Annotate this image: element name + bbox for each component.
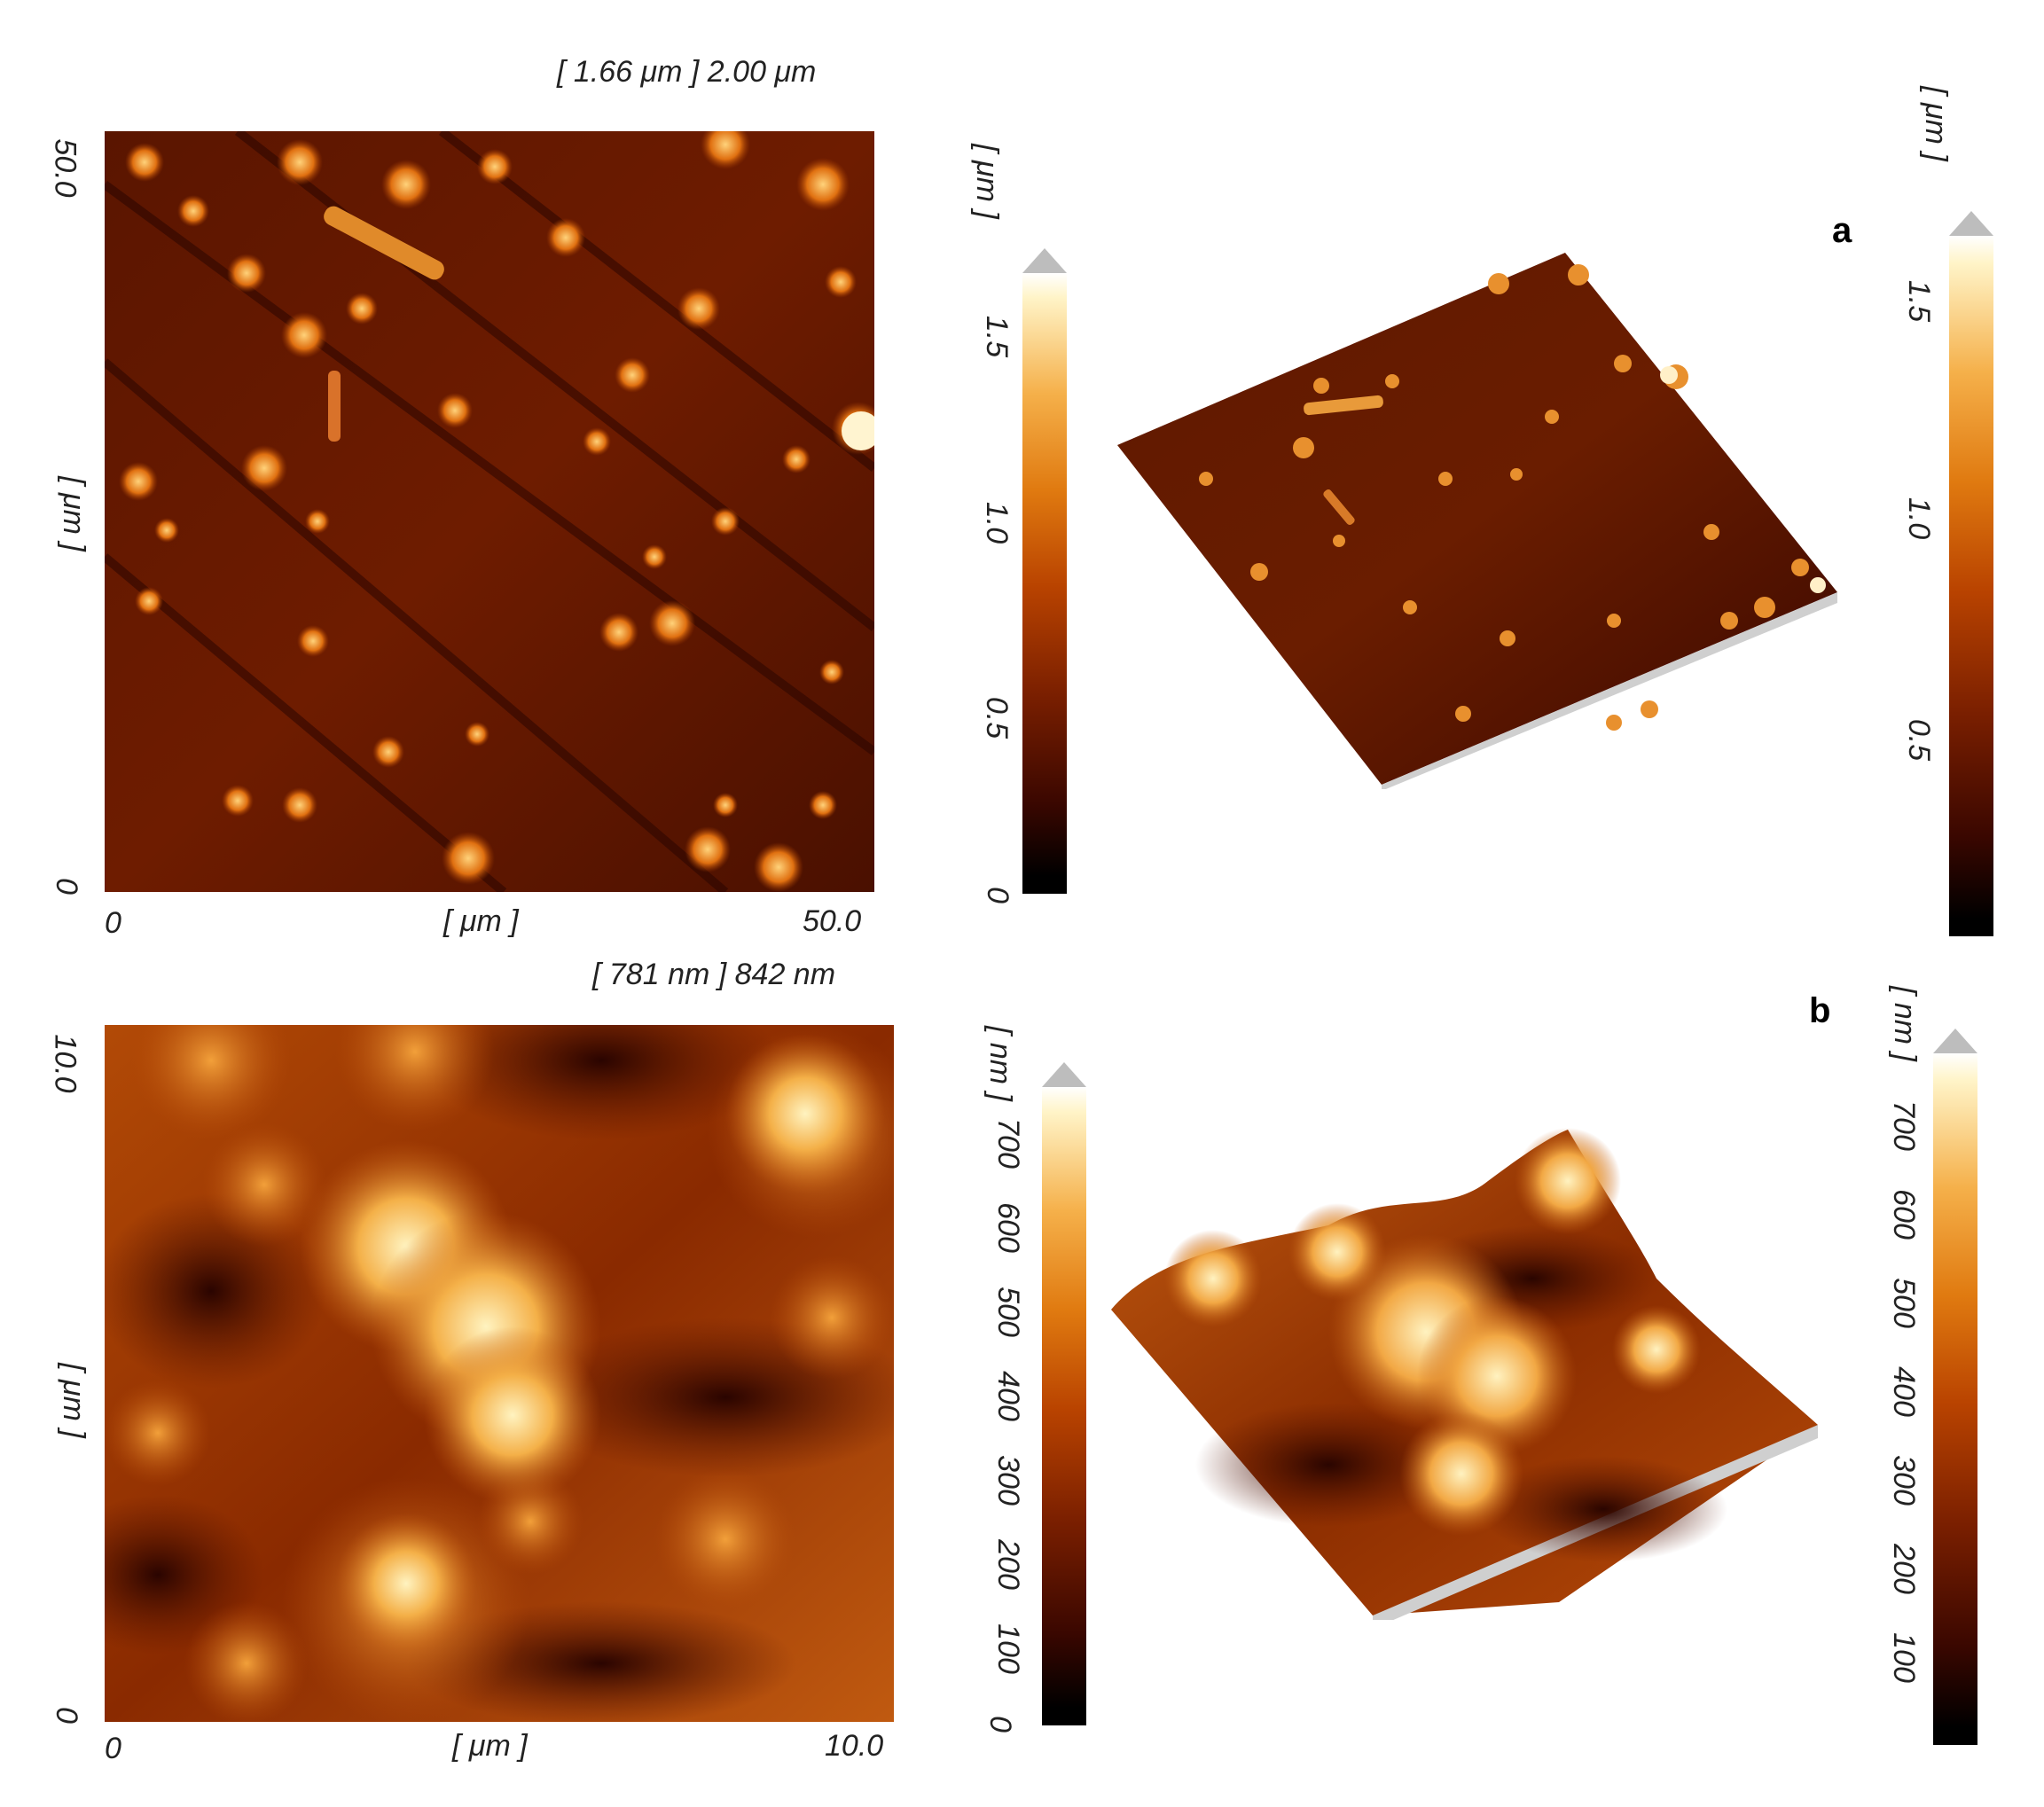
colorbar-top-cap: [1949, 211, 1993, 236]
panel-b-colorbar-tick-400: 400: [991, 1371, 1025, 1421]
panel-a-colorbar-tick-1.0: 1.0: [980, 501, 1014, 544]
panel-b-colorbar-tick-700: 700: [991, 1118, 1025, 1169]
panel-a-y-unit: [ μm ]: [56, 476, 90, 551]
panel-a-colorbar-unit: [ μm ]: [969, 144, 1004, 219]
colorbar-bottom-cap: [1933, 1727, 1977, 1745]
colorbar-bottom-cap: [1042, 1708, 1086, 1725]
panel-a-colorbar3d: [1949, 211, 1993, 936]
panel-a-height-range: [ 1.66 μm ] 2.00 μm: [557, 55, 817, 89]
panel-a3d-colorbar-tick-1.0: 1.0: [1902, 497, 1937, 540]
panel-b-colorbar-unit: [ nm ]: [983, 1025, 1018, 1102]
panel-b-colorbar-tick-500: 500: [991, 1287, 1025, 1337]
panel-a-x-tick-left: 0: [105, 906, 121, 940]
panel-b-x-tick-right: 10.0: [825, 1729, 884, 1763]
panel-b-letter: b: [1809, 991, 1831, 1030]
panel-a-colorbar: [1022, 248, 1067, 894]
panel-b3d-colorbar-tick-300: 300: [1886, 1455, 1921, 1506]
afm-2d-image-a: [105, 131, 874, 892]
panel-b-colorbar-tick-200: 200: [991, 1539, 1025, 1590]
panel-a-colorbar3d-unit: [ μm ]: [1918, 86, 1953, 161]
colorbar-gradient: [1933, 1053, 1977, 1727]
panel-a-x-unit: [ μm ]: [443, 904, 519, 938]
panel-a-colorbar-tick-1.5: 1.5: [980, 315, 1014, 358]
panel-b-y-tick-top: 10.0: [48, 1034, 82, 1093]
panel-a-letter: a: [1832, 211, 1852, 250]
panel-b3d-colorbar-tick-400: 400: [1886, 1366, 1921, 1417]
panel-b-colorbar3d-unit: [ nm ]: [1888, 985, 1923, 1062]
panel-b-colorbar-tick-600: 600: [991, 1202, 1025, 1253]
panel-b3d-colorbar-tick-500: 500: [1886, 1278, 1921, 1328]
panel-b3d-colorbar-tick-200: 200: [1886, 1544, 1921, 1594]
panel-b-colorbar3d: [1933, 1029, 1977, 1745]
afm-3d-image-a: [1108, 248, 1844, 789]
panel-b-colorbar-tick-100: 100: [991, 1623, 1025, 1674]
panel-b-colorbar-tick-0: 0: [983, 1716, 1017, 1733]
colorbar-gradient: [1949, 236, 1993, 919]
panel-a-colorbar-tick-0.5: 0.5: [980, 696, 1014, 739]
panel-b-x-tick-left: 0: [105, 1732, 121, 1765]
panel-b3d-colorbar-tick-700: 700: [1886, 1100, 1921, 1151]
colorbar-top-cap: [1933, 1029, 1977, 1053]
panel-a-x-tick-right: 50.0: [803, 904, 862, 938]
panel-a-y-tick-bottom: 0: [49, 878, 83, 895]
panel-a3d-colorbar-tick-0.5: 0.5: [1902, 718, 1937, 762]
panel-a-colorbar-tick-0: 0: [980, 887, 1014, 904]
panel-b-x-unit: [ μm ]: [452, 1729, 528, 1763]
panel-b-height-range: [ 781 nm ] 842 nm: [592, 958, 836, 991]
colorbar-bottom-cap: [1949, 919, 1993, 936]
colorbar-top-cap: [1042, 1062, 1086, 1087]
colorbar-gradient: [1022, 273, 1067, 876]
afm-3d-image-b: [1107, 1119, 1825, 1620]
colorbar-top-cap: [1022, 248, 1067, 273]
colorbar-gradient: [1042, 1087, 1086, 1708]
afm-2d-image-b: [105, 1025, 894, 1722]
panel-b-y-unit: [ μm ]: [56, 1363, 90, 1438]
panel-b3d-colorbar-tick-100: 100: [1886, 1632, 1921, 1683]
panel-b-y-tick-bottom: 0: [49, 1707, 83, 1724]
panel-b3d-colorbar-tick-600: 600: [1886, 1189, 1921, 1240]
panel-a-y-tick-top: 50.0: [48, 138, 82, 198]
panel-b-colorbar-tick-300: 300: [991, 1455, 1025, 1506]
panel-a3d-colorbar-tick-1.5: 1.5: [1902, 279, 1937, 323]
panel-b-colorbar: [1042, 1062, 1086, 1725]
colorbar-bottom-cap: [1022, 876, 1067, 894]
